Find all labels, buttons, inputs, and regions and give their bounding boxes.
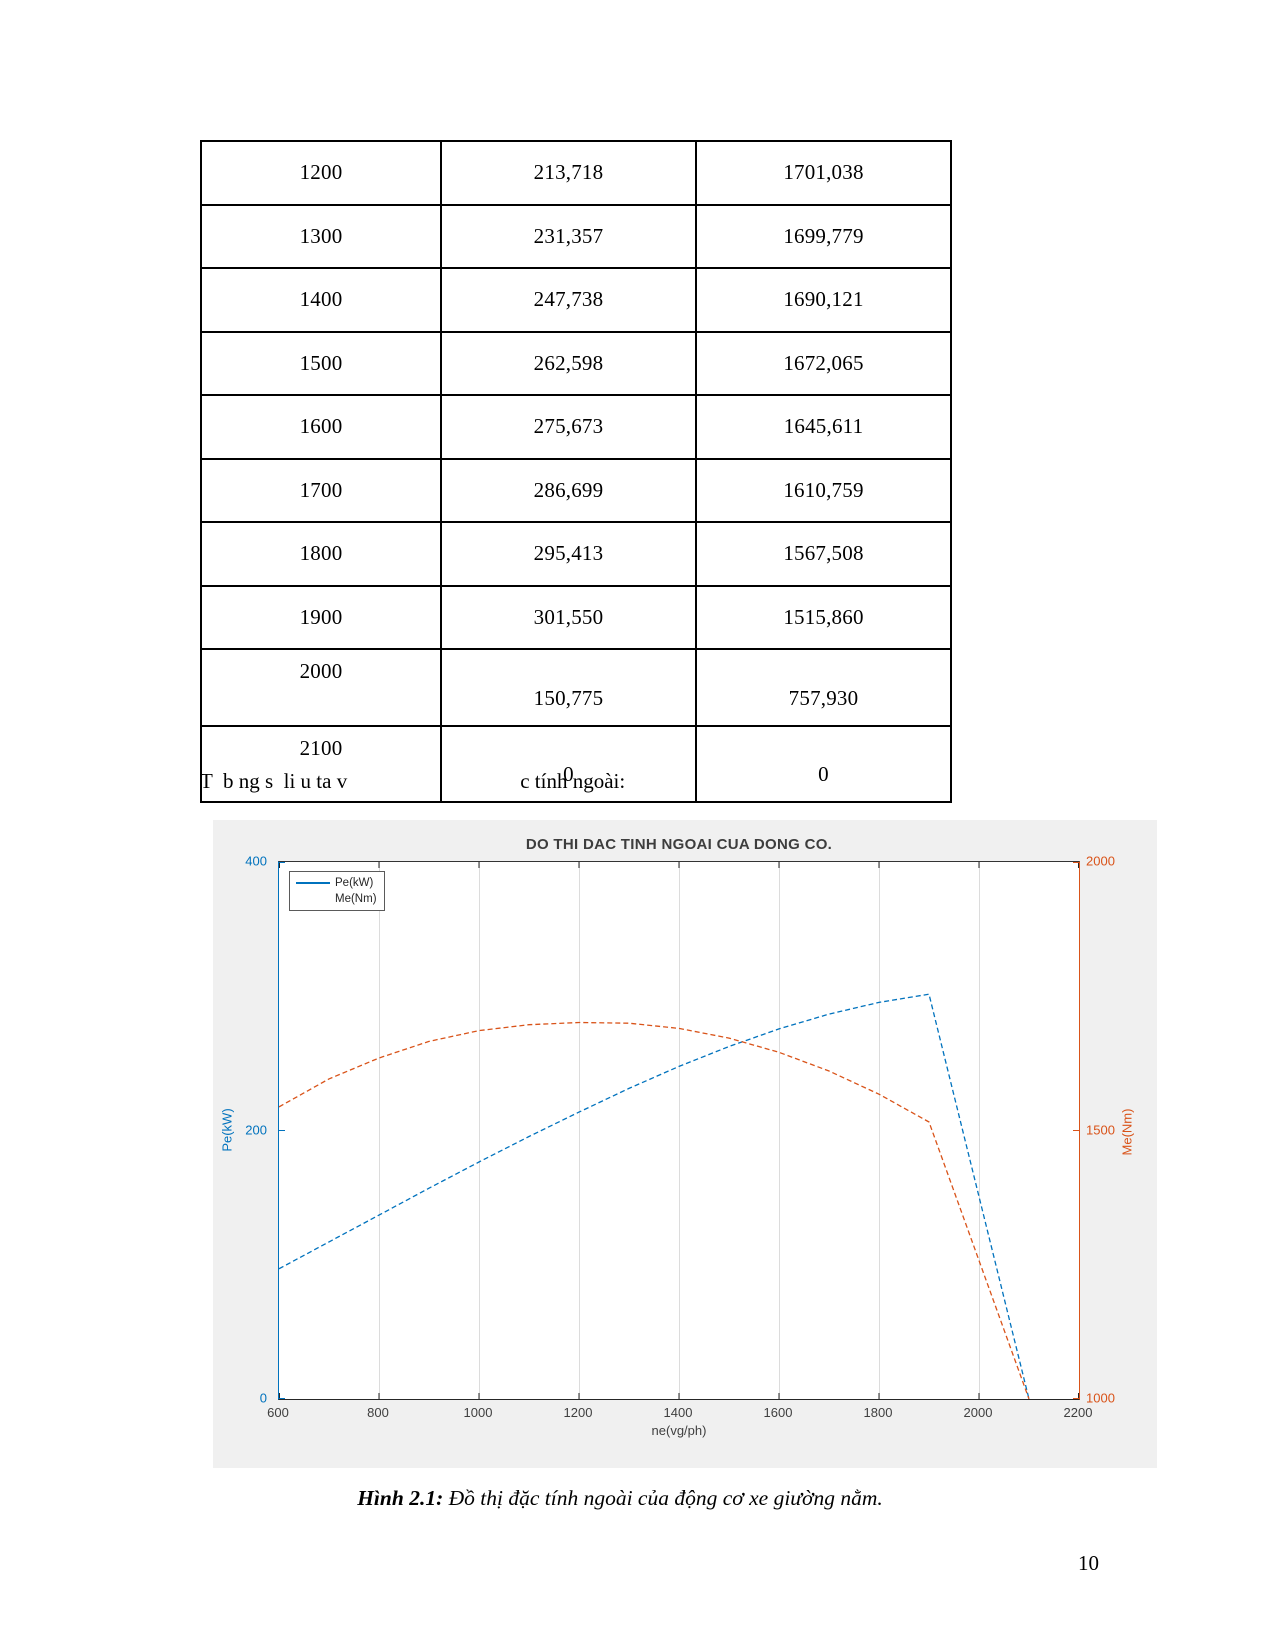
- x-tick-label: 1400: [663, 1405, 693, 1420]
- table-cell: 757,930: [695, 648, 952, 727]
- table-cell: 1567,508: [695, 521, 952, 587]
- table-cell: 1700: [200, 457, 442, 523]
- engine-data-table: 1200 213,718 1701,038 1300 231,357 1699,779 14…: [200, 140, 952, 803]
- x-tick-label: 1600: [763, 1405, 793, 1420]
- caption-text: Đồ thị đặc tính ngoài của động cơ xe giư…: [443, 1486, 883, 1510]
- table-cell: 1672,065: [695, 330, 952, 396]
- table-row: 1900 301,550 1515,860: [200, 584, 952, 650]
- table-cell: 1515,860: [695, 584, 952, 650]
- left-axis-label: Pe(kW): [219, 1108, 235, 1152]
- left-y-tick-label: 200: [245, 1122, 267, 1137]
- left-y-tick-label: 0: [259, 1390, 267, 1406]
- x-tick-label: 1800: [863, 1405, 893, 1420]
- plot-area: Pe(kW) Me(Nm): [278, 861, 1080, 1400]
- table-cell: 275,673: [440, 394, 697, 460]
- table-row: 2000 150,775 757,930: [200, 648, 952, 727]
- table-cell: 1701,038: [695, 140, 952, 206]
- table-cell: 1500: [200, 330, 442, 396]
- table-row: 1300 231,357 1699,779: [200, 203, 952, 269]
- table-cell: 1690,121: [695, 267, 952, 333]
- table-cell: 262,598: [440, 330, 697, 396]
- x-axis-tick-labels: 600 800 1000 1200 1400 1600 1800 2000 2200: [267, 1405, 1092, 1421]
- grid-line: [678, 862, 680, 1399]
- grid-line: [878, 862, 880, 1399]
- table-cell: 1610,759: [695, 457, 952, 523]
- caption-label: Hình 2.1:: [357, 1486, 444, 1510]
- legend-label-pe: Pe(kW): [335, 877, 374, 889]
- left-axis-tick-labels: 400 200 0: [213, 854, 271, 1406]
- note-line: T b ng s li u ta v c tính ngoài:: [200, 769, 625, 794]
- table-cell: 1800: [200, 521, 442, 587]
- x-tick-label: 1200: [563, 1405, 593, 1420]
- table-row: 1200 213,718 1701,038: [200, 140, 952, 206]
- right-axis-label: Me(Nm): [1119, 1108, 1135, 1156]
- chart-panel: DO THI DAC TINH NGOAI CUA DONG CO. Pe(kW…: [213, 820, 1157, 1468]
- figure-caption: Hình 2.1: Đồ thị đặc tính ngoài của động…: [0, 1486, 1240, 1511]
- table-cell: 0: [440, 724, 697, 803]
- legend-row-me: Me(Nm): [296, 891, 377, 907]
- x-tick-label: 2200: [1063, 1405, 1093, 1420]
- right-y-tick-label: 1000: [1086, 1390, 1115, 1406]
- x-axis-label: ne(vg/ph): [651, 1423, 707, 1438]
- pe-line-sample-icon: [296, 882, 330, 884]
- table-cell: 1645,611: [695, 394, 952, 460]
- grid-line: [478, 862, 480, 1399]
- page-number: 10: [1078, 1551, 1099, 1575]
- chart-curves: [279, 862, 1079, 1399]
- table-cell: 1600: [200, 394, 442, 460]
- table-row: 1700 286,699 1610,759: [200, 457, 952, 523]
- table-cell: 247,738: [440, 267, 697, 333]
- legend-row-pe: Pe(kW): [296, 875, 377, 891]
- grid-line: [578, 862, 580, 1399]
- series-me-line: [279, 1021, 1030, 1399]
- table-row: 1400 247,738 1690,121: [200, 267, 952, 333]
- legend-label-me: Me(Nm): [335, 893, 377, 905]
- table-cell: 295,413: [440, 521, 697, 587]
- table-cell: 1699,779: [695, 203, 952, 269]
- table-cell: 150,775: [440, 648, 697, 727]
- chart-legend: Pe(kW) Me(Nm): [289, 871, 385, 911]
- table-cell: 301,550: [440, 584, 697, 650]
- x-tick-label: 600: [267, 1405, 289, 1420]
- x-tick-label: 1000: [463, 1405, 493, 1420]
- table-cell: 1900: [200, 584, 442, 650]
- table-cell: 2100: [200, 724, 442, 803]
- grid-line: [978, 862, 980, 1399]
- grid-line: [378, 862, 380, 1399]
- series-pe-line: [279, 993, 1030, 1399]
- left-y-tick-label: 400: [245, 853, 267, 869]
- table-cell: 1200: [200, 140, 442, 206]
- right-y-tick-label: 2000: [1086, 853, 1115, 869]
- table-cell: 1400: [200, 267, 442, 333]
- x-tick-label: 800: [367, 1405, 389, 1420]
- table-row: 1800 295,413 1567,508: [200, 521, 952, 587]
- x-tick-label: 2000: [963, 1405, 993, 1420]
- table-cell: 0: [695, 724, 952, 803]
- engine-table-body: 1200 213,718 1701,038 1300 231,357 1699,779 14…: [200, 140, 952, 803]
- table-row: 2100 0 0: [200, 724, 952, 803]
- table-row: 1600 275,673 1645,611: [200, 394, 952, 460]
- table-cell: 231,357: [440, 203, 697, 269]
- note-left-text: T b ng s li u ta v: [200, 769, 348, 793]
- table-row: 1500 262,598 1672,065: [200, 330, 952, 396]
- table-cell: 1300: [200, 203, 442, 269]
- grid-line: [778, 862, 780, 1399]
- right-axis-tick-labels: 2000 1500 1000: [1086, 854, 1146, 1406]
- note-right-text: c tính ngoài:: [520, 769, 626, 793]
- table-cell: 213,718: [440, 140, 697, 206]
- table-cell: 2000: [200, 648, 442, 727]
- right-y-tick-label: 1500: [1086, 1122, 1115, 1137]
- table-cell: 286,699: [440, 457, 697, 523]
- chart-title: DO THI DAC TINH NGOAI CUA DONG CO.: [525, 836, 833, 853]
